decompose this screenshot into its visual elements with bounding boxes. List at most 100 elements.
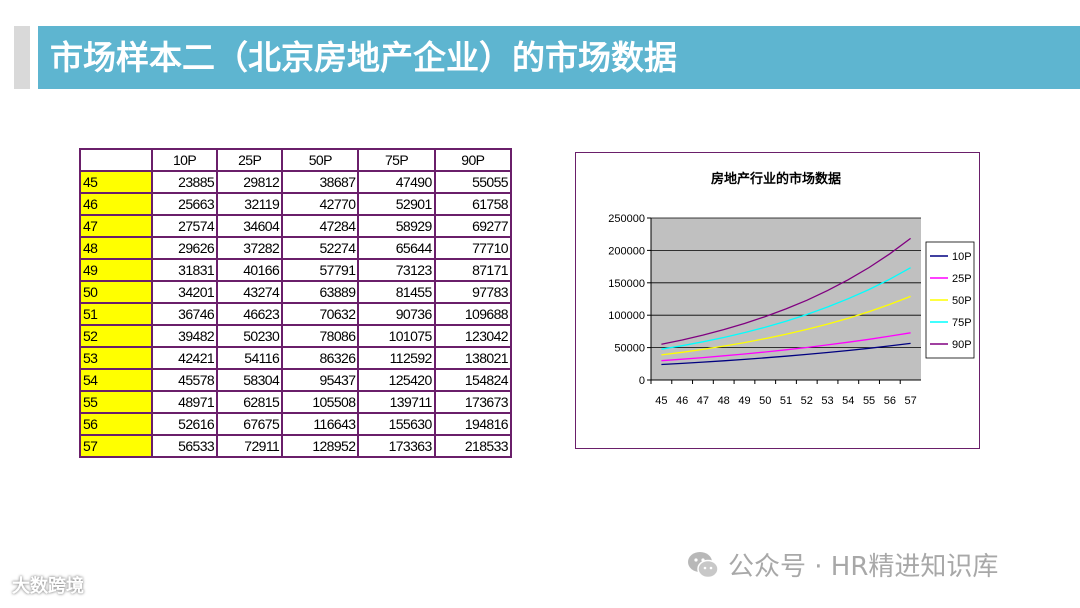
age-cell: 48 [79, 236, 153, 260]
value-cell: 55055 [433, 170, 513, 194]
value-cell: 34201 [150, 280, 219, 304]
value-cell: 109688 [433, 302, 513, 326]
value-cell: 29626 [150, 236, 219, 260]
value-cell: 155630 [357, 412, 436, 436]
wechat-icon [688, 551, 719, 578]
x-tick-label: 52 [801, 395, 813, 407]
table-row: 55 48971 62815 105508 139711 173673 [79, 390, 513, 414]
table-row: 48 29626 37282 52274 65644 77710 [79, 236, 513, 260]
series-line-90p [661, 237, 911, 345]
value-cell: 95437 [281, 368, 360, 392]
x-tick-label: 50 [759, 395, 771, 407]
value-cell: 70632 [281, 302, 360, 326]
table-row: 49 31831 40166 57791 73123 87171 [79, 258, 513, 282]
value-cell: 39482 [150, 324, 219, 348]
x-tick-label: 48 [718, 395, 730, 407]
legend-label: 90P [952, 339, 972, 351]
table-body: 45 23885 29812 38687 47490 55055 46 25663 32119 4… [79, 170, 513, 458]
value-cell: 97783 [433, 280, 513, 304]
y-tick-label: 250000 [608, 213, 645, 225]
table-row: 46 25663 32119 42770 52901 61758 [79, 192, 513, 216]
value-cell: 173673 [433, 390, 513, 414]
plot-area [651, 218, 921, 380]
y-tick-label: 150000 [608, 278, 645, 290]
y-tick-label: 100000 [608, 310, 645, 322]
value-cell: 34604 [216, 214, 284, 238]
value-cell: 52616 [150, 412, 219, 436]
value-cell: 43274 [216, 280, 284, 304]
column-header: 25P [216, 148, 284, 172]
slide-title: 市场样本二（北京房地产企业）的市场数据 [38, 26, 1080, 89]
value-cell: 52274 [281, 236, 360, 260]
table-row: 50 34201 43274 63889 81455 97783 [79, 280, 513, 304]
value-cell: 46623 [216, 302, 284, 326]
x-tick-label: 57 [904, 395, 916, 407]
x-tick-label: 56 [884, 395, 896, 407]
age-cell: 57 [79, 434, 153, 458]
value-cell: 154824 [433, 368, 513, 392]
value-cell: 218533 [433, 434, 513, 458]
line-chart: 0 50000 100000 150000 200000 250000 45 46 47 48 49… [608, 171, 975, 407]
value-cell: 27574 [150, 214, 219, 238]
x-tick-label: 45 [655, 395, 667, 407]
value-cell: 58304 [216, 368, 284, 392]
value-cell: 128952 [281, 434, 360, 458]
value-cell: 45578 [150, 368, 219, 392]
value-cell: 42421 [150, 346, 219, 370]
value-cell: 138021 [433, 346, 513, 370]
value-cell: 38687 [281, 170, 360, 194]
x-tick-label: 51 [780, 395, 792, 407]
value-cell: 139711 [357, 390, 436, 414]
legend-label: 10P [952, 251, 972, 263]
age-cell: 45 [79, 170, 153, 194]
value-cell: 58929 [357, 214, 436, 238]
value-cell: 47490 [357, 170, 436, 194]
value-cell: 173363 [357, 434, 436, 458]
column-header: 90P [433, 148, 513, 172]
series-line-75p [661, 267, 911, 350]
value-cell: 125420 [357, 368, 436, 392]
value-cell: 61758 [433, 192, 513, 216]
x-tick-label: 49 [738, 395, 750, 407]
value-cell: 101075 [357, 324, 436, 348]
line-chart-panel: 0 50000 100000 150000 200000 250000 45 46 47 48 49… [575, 152, 980, 449]
column-header: 75P [357, 148, 436, 172]
value-cell: 57791 [281, 258, 360, 282]
value-cell: 105508 [281, 390, 360, 414]
table-row: 52 39482 50230 78086 101075 123042 [79, 324, 513, 348]
age-cell: 50 [79, 280, 153, 304]
value-cell: 32119 [216, 192, 284, 216]
x-tick-label: 46 [676, 395, 688, 407]
value-cell: 54116 [216, 346, 284, 370]
value-cell: 67675 [216, 412, 284, 436]
value-cell: 72911 [216, 434, 284, 458]
value-cell: 37282 [216, 236, 284, 260]
chart-title: 房地产行业的市场数据 [711, 171, 841, 186]
age-cell: 46 [79, 192, 153, 216]
value-cell: 73123 [357, 258, 436, 282]
value-cell: 90736 [357, 302, 436, 326]
value-cell: 78086 [281, 324, 360, 348]
legend-label: 50P [952, 295, 972, 307]
table-row: 56 52616 67675 116643 155630 194816 [79, 412, 513, 436]
x-tick-label: 54 [842, 395, 854, 407]
legend-label: 25P [952, 273, 972, 285]
value-cell: 86326 [281, 346, 360, 370]
x-tick-label: 53 [821, 395, 833, 407]
series-line-50p [661, 295, 911, 356]
age-cell: 51 [79, 302, 153, 326]
value-cell: 81455 [357, 280, 436, 304]
age-cell: 52 [79, 324, 153, 348]
watermark-left: 大数跨境 [12, 576, 84, 597]
series-line-25p [661, 332, 911, 362]
age-cell: 54 [79, 368, 153, 392]
watermark-right-text: 公众号 · HR精进知识库 [728, 552, 999, 582]
age-cell: 53 [79, 346, 153, 370]
table-row: 57 56533 72911 128952 173363 218533 [79, 434, 513, 458]
legend-label: 75P [952, 317, 972, 329]
value-cell: 23885 [150, 170, 219, 194]
value-cell: 47284 [281, 214, 360, 238]
column-header: 50P [281, 148, 360, 172]
table-row: 53 42421 54116 86326 112592 138021 [79, 346, 513, 370]
table-row: 51 36746 46623 70632 90736 109688 [79, 302, 513, 326]
